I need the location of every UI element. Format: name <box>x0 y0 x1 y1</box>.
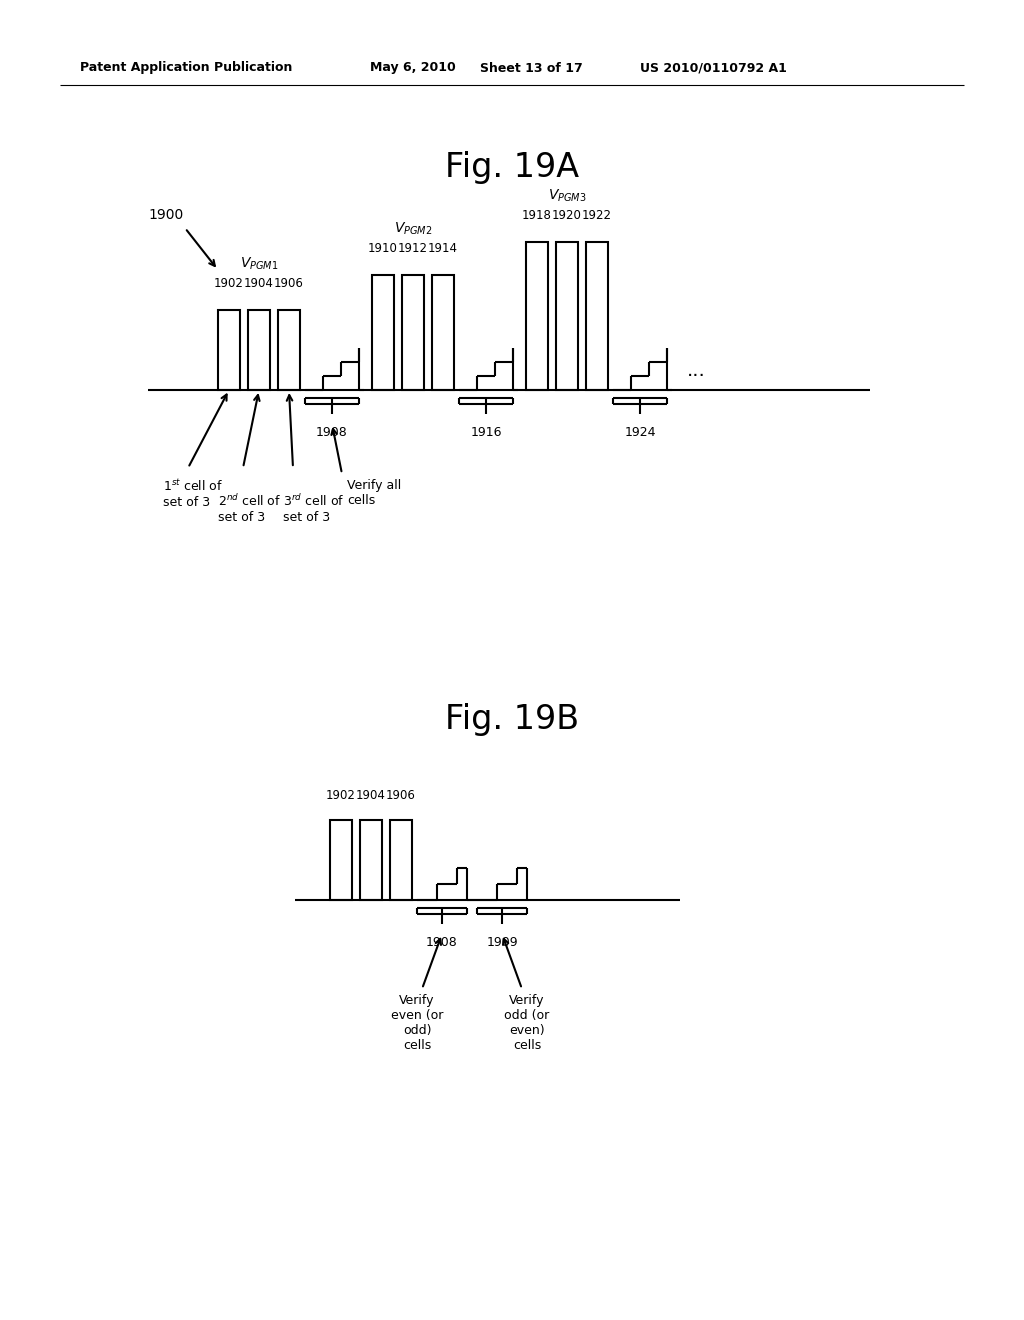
Text: $V_{PGM3}$: $V_{PGM3}$ <box>548 187 587 205</box>
Text: Fig. 19B: Fig. 19B <box>445 704 579 737</box>
Text: 1918: 1918 <box>522 209 552 222</box>
Bar <box>248 310 270 389</box>
Text: 1920: 1920 <box>552 209 582 222</box>
Text: 1908: 1908 <box>316 426 348 440</box>
Text: 1922: 1922 <box>582 209 612 222</box>
Text: US 2010/0110792 A1: US 2010/0110792 A1 <box>640 62 786 74</box>
Text: May 6, 2010: May 6, 2010 <box>370 62 456 74</box>
Text: 1$^{st}$ cell of
set of 3: 1$^{st}$ cell of set of 3 <box>163 478 223 508</box>
Text: Verify all
cells: Verify all cells <box>347 479 401 507</box>
Bar <box>390 820 412 900</box>
Bar <box>218 310 240 389</box>
Text: 3$^{rd}$ cell of
set of 3: 3$^{rd}$ cell of set of 3 <box>283 492 344 524</box>
Text: 1902: 1902 <box>214 277 244 290</box>
Text: Verify
odd (or
even)
cells: Verify odd (or even) cells <box>505 994 550 1052</box>
Bar <box>278 310 300 389</box>
Text: Sheet 13 of 17: Sheet 13 of 17 <box>480 62 583 74</box>
Bar <box>432 275 454 389</box>
Text: Patent Application Publication: Patent Application Publication <box>80 62 293 74</box>
Bar <box>586 242 608 389</box>
Text: ...: ... <box>687 360 706 380</box>
Text: 1904: 1904 <box>356 789 386 803</box>
Text: Verify
even (or
odd)
cells: Verify even (or odd) cells <box>391 994 443 1052</box>
Text: 2$^{nd}$ cell of
set of 3: 2$^{nd}$ cell of set of 3 <box>218 492 282 524</box>
Bar <box>372 275 394 389</box>
Text: 1910: 1910 <box>368 242 398 255</box>
Text: 1912: 1912 <box>398 242 428 255</box>
Bar <box>556 242 578 389</box>
Text: 1902: 1902 <box>326 789 356 803</box>
Text: 1900: 1900 <box>148 209 183 222</box>
Text: $V_{PGM1}$: $V_{PGM1}$ <box>240 256 279 272</box>
Text: Fig. 19A: Fig. 19A <box>445 152 579 185</box>
Bar <box>402 275 424 389</box>
Text: 1924: 1924 <box>625 426 655 440</box>
Text: 1916: 1916 <box>470 426 502 440</box>
Text: 1906: 1906 <box>386 789 416 803</box>
Text: $V_{PGM2}$: $V_{PGM2}$ <box>394 220 432 238</box>
Text: 1909: 1909 <box>486 936 518 949</box>
Bar <box>526 242 548 389</box>
Text: 1908: 1908 <box>426 936 458 949</box>
Text: 1904: 1904 <box>244 277 274 290</box>
Text: 1906: 1906 <box>274 277 304 290</box>
Bar <box>360 820 382 900</box>
Text: 1914: 1914 <box>428 242 458 255</box>
Bar <box>330 820 352 900</box>
